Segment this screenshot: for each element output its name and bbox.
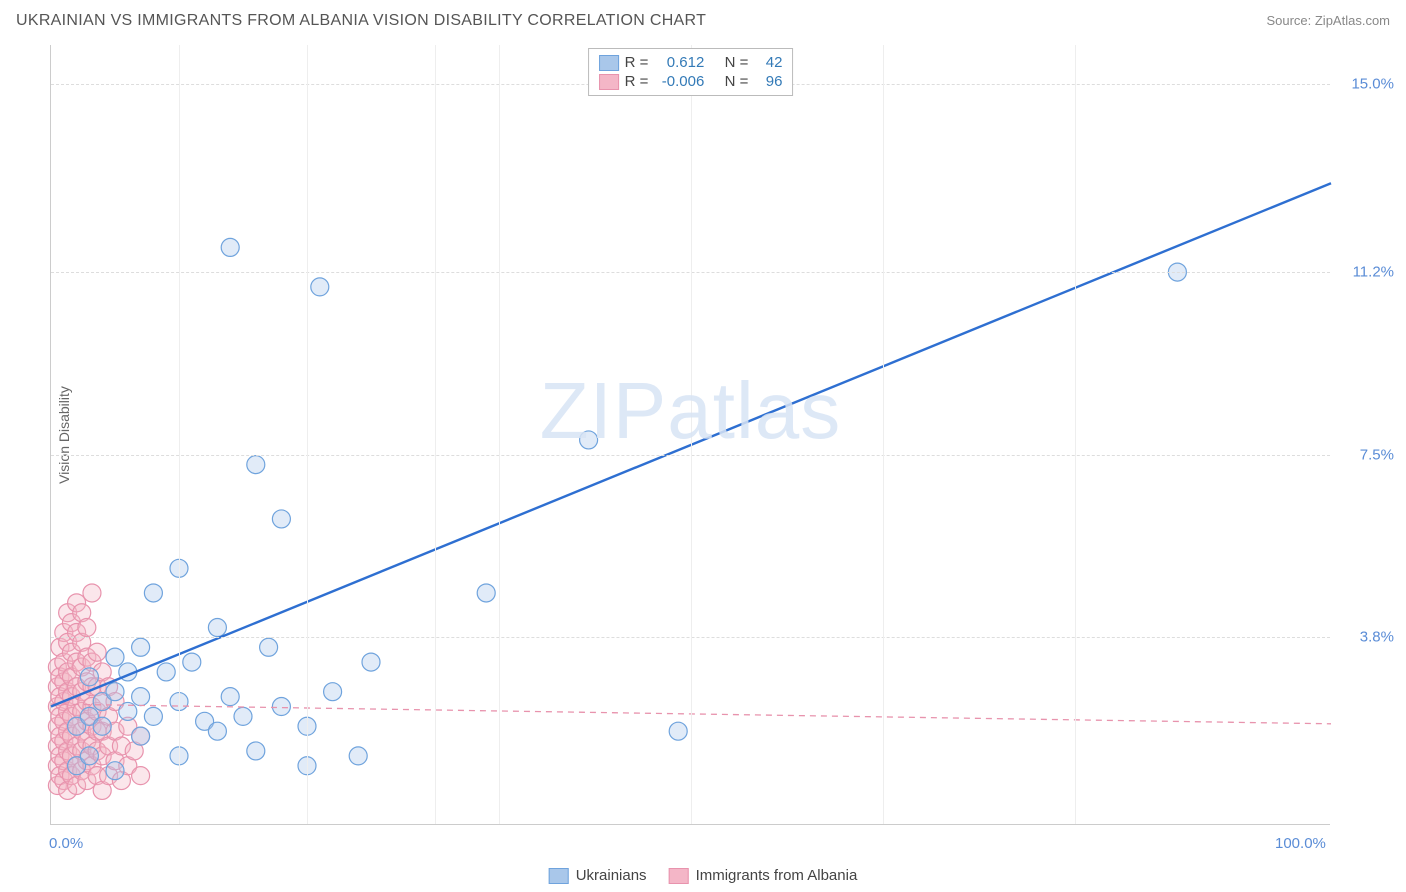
scatter-point-ukrainians	[80, 668, 98, 686]
stat-r-value: -0.006	[654, 73, 704, 90]
stat-n-value: 42	[754, 54, 782, 71]
stat-r-label: R =	[625, 73, 649, 90]
scatter-point-ukrainians	[272, 698, 290, 716]
gridline-v	[1075, 45, 1076, 824]
scatter-point-ukrainians	[311, 278, 329, 296]
legend-swatch	[549, 868, 569, 884]
scatter-point-ukrainians	[183, 653, 201, 671]
legend-item: Immigrants from Albania	[669, 867, 858, 884]
gridline-v	[883, 45, 884, 824]
scatter-point-ukrainians	[477, 584, 495, 602]
scatter-point-ukrainians	[247, 742, 265, 760]
y-tick-label: 3.8%	[1338, 629, 1394, 646]
scatter-point-ukrainians	[106, 683, 124, 701]
gridline-v	[307, 45, 308, 824]
series-legend: Ukrainians Immigrants from Albania	[549, 867, 858, 884]
gridline-v	[435, 45, 436, 824]
scatter-point-ukrainians	[234, 707, 252, 725]
scatter-point-ukrainians	[80, 747, 98, 765]
scatter-point-ukrainians	[221, 688, 239, 706]
scatter-point-ukrainians	[144, 707, 162, 725]
scatter-point-ukrainians	[208, 722, 226, 740]
chart-title: UKRAINIAN VS IMMIGRANTS FROM ALBANIA VIS…	[16, 12, 706, 30]
scatter-point-ukrainians	[132, 638, 150, 656]
scatter-point-ukrainians	[132, 688, 150, 706]
stat-n-value: 96	[754, 73, 782, 90]
scatter-point-ukrainians	[247, 456, 265, 474]
stats-row: R = -0.006 N = 96	[599, 72, 783, 91]
x-tick-label: 100.0%	[1275, 835, 1326, 852]
stat-r-value: 0.612	[654, 54, 704, 71]
scatter-point-ukrainians	[208, 619, 226, 637]
scatter-point-albania	[132, 767, 150, 785]
scatter-point-ukrainians	[157, 663, 175, 681]
gridline-v	[179, 45, 180, 824]
scatter-point-albania	[83, 584, 101, 602]
y-tick-label: 15.0%	[1338, 76, 1394, 93]
legend-label: Immigrants from Albania	[696, 867, 858, 884]
y-tick-label: 7.5%	[1338, 446, 1394, 463]
scatter-point-ukrainians	[349, 747, 367, 765]
legend-swatch	[599, 55, 619, 71]
scatter-point-albania	[78, 619, 96, 637]
scatter-point-ukrainians	[221, 238, 239, 256]
scatter-point-ukrainians	[272, 510, 290, 528]
scatter-point-ukrainians	[669, 722, 687, 740]
scatter-point-ukrainians	[362, 653, 380, 671]
gridline-v	[499, 45, 500, 824]
scatter-point-albania	[88, 643, 106, 661]
stats-legend: R = 0.612 N = 42 R = -0.006 N = 96	[588, 48, 794, 96]
stat-r-label: R =	[625, 54, 649, 71]
scatter-point-ukrainians	[260, 638, 278, 656]
source-label: Source: ZipAtlas.com	[1266, 13, 1390, 28]
scatter-point-ukrainians	[106, 648, 124, 666]
scatter-point-ukrainians	[93, 717, 111, 735]
x-tick-label: 0.0%	[49, 835, 83, 852]
legend-label: Ukrainians	[576, 867, 647, 884]
legend-swatch	[669, 868, 689, 884]
stat-n-label: N =	[725, 54, 749, 71]
plot-area: ZIPatlas R =0.612 N =42R =-0.006 N =96 V…	[50, 45, 1330, 825]
stats-row: R = 0.612 N = 42	[599, 53, 783, 72]
watermark: ZIPatlas	[540, 365, 841, 457]
scatter-point-ukrainians	[132, 727, 150, 745]
scatter-point-ukrainians	[324, 683, 342, 701]
legend-item: Ukrainians	[549, 867, 647, 884]
stat-n-label: N =	[725, 73, 749, 90]
scatter-point-ukrainians	[144, 584, 162, 602]
scatter-point-ukrainians	[106, 762, 124, 780]
y-tick-label: 11.2%	[1338, 264, 1394, 281]
legend-swatch	[599, 74, 619, 90]
